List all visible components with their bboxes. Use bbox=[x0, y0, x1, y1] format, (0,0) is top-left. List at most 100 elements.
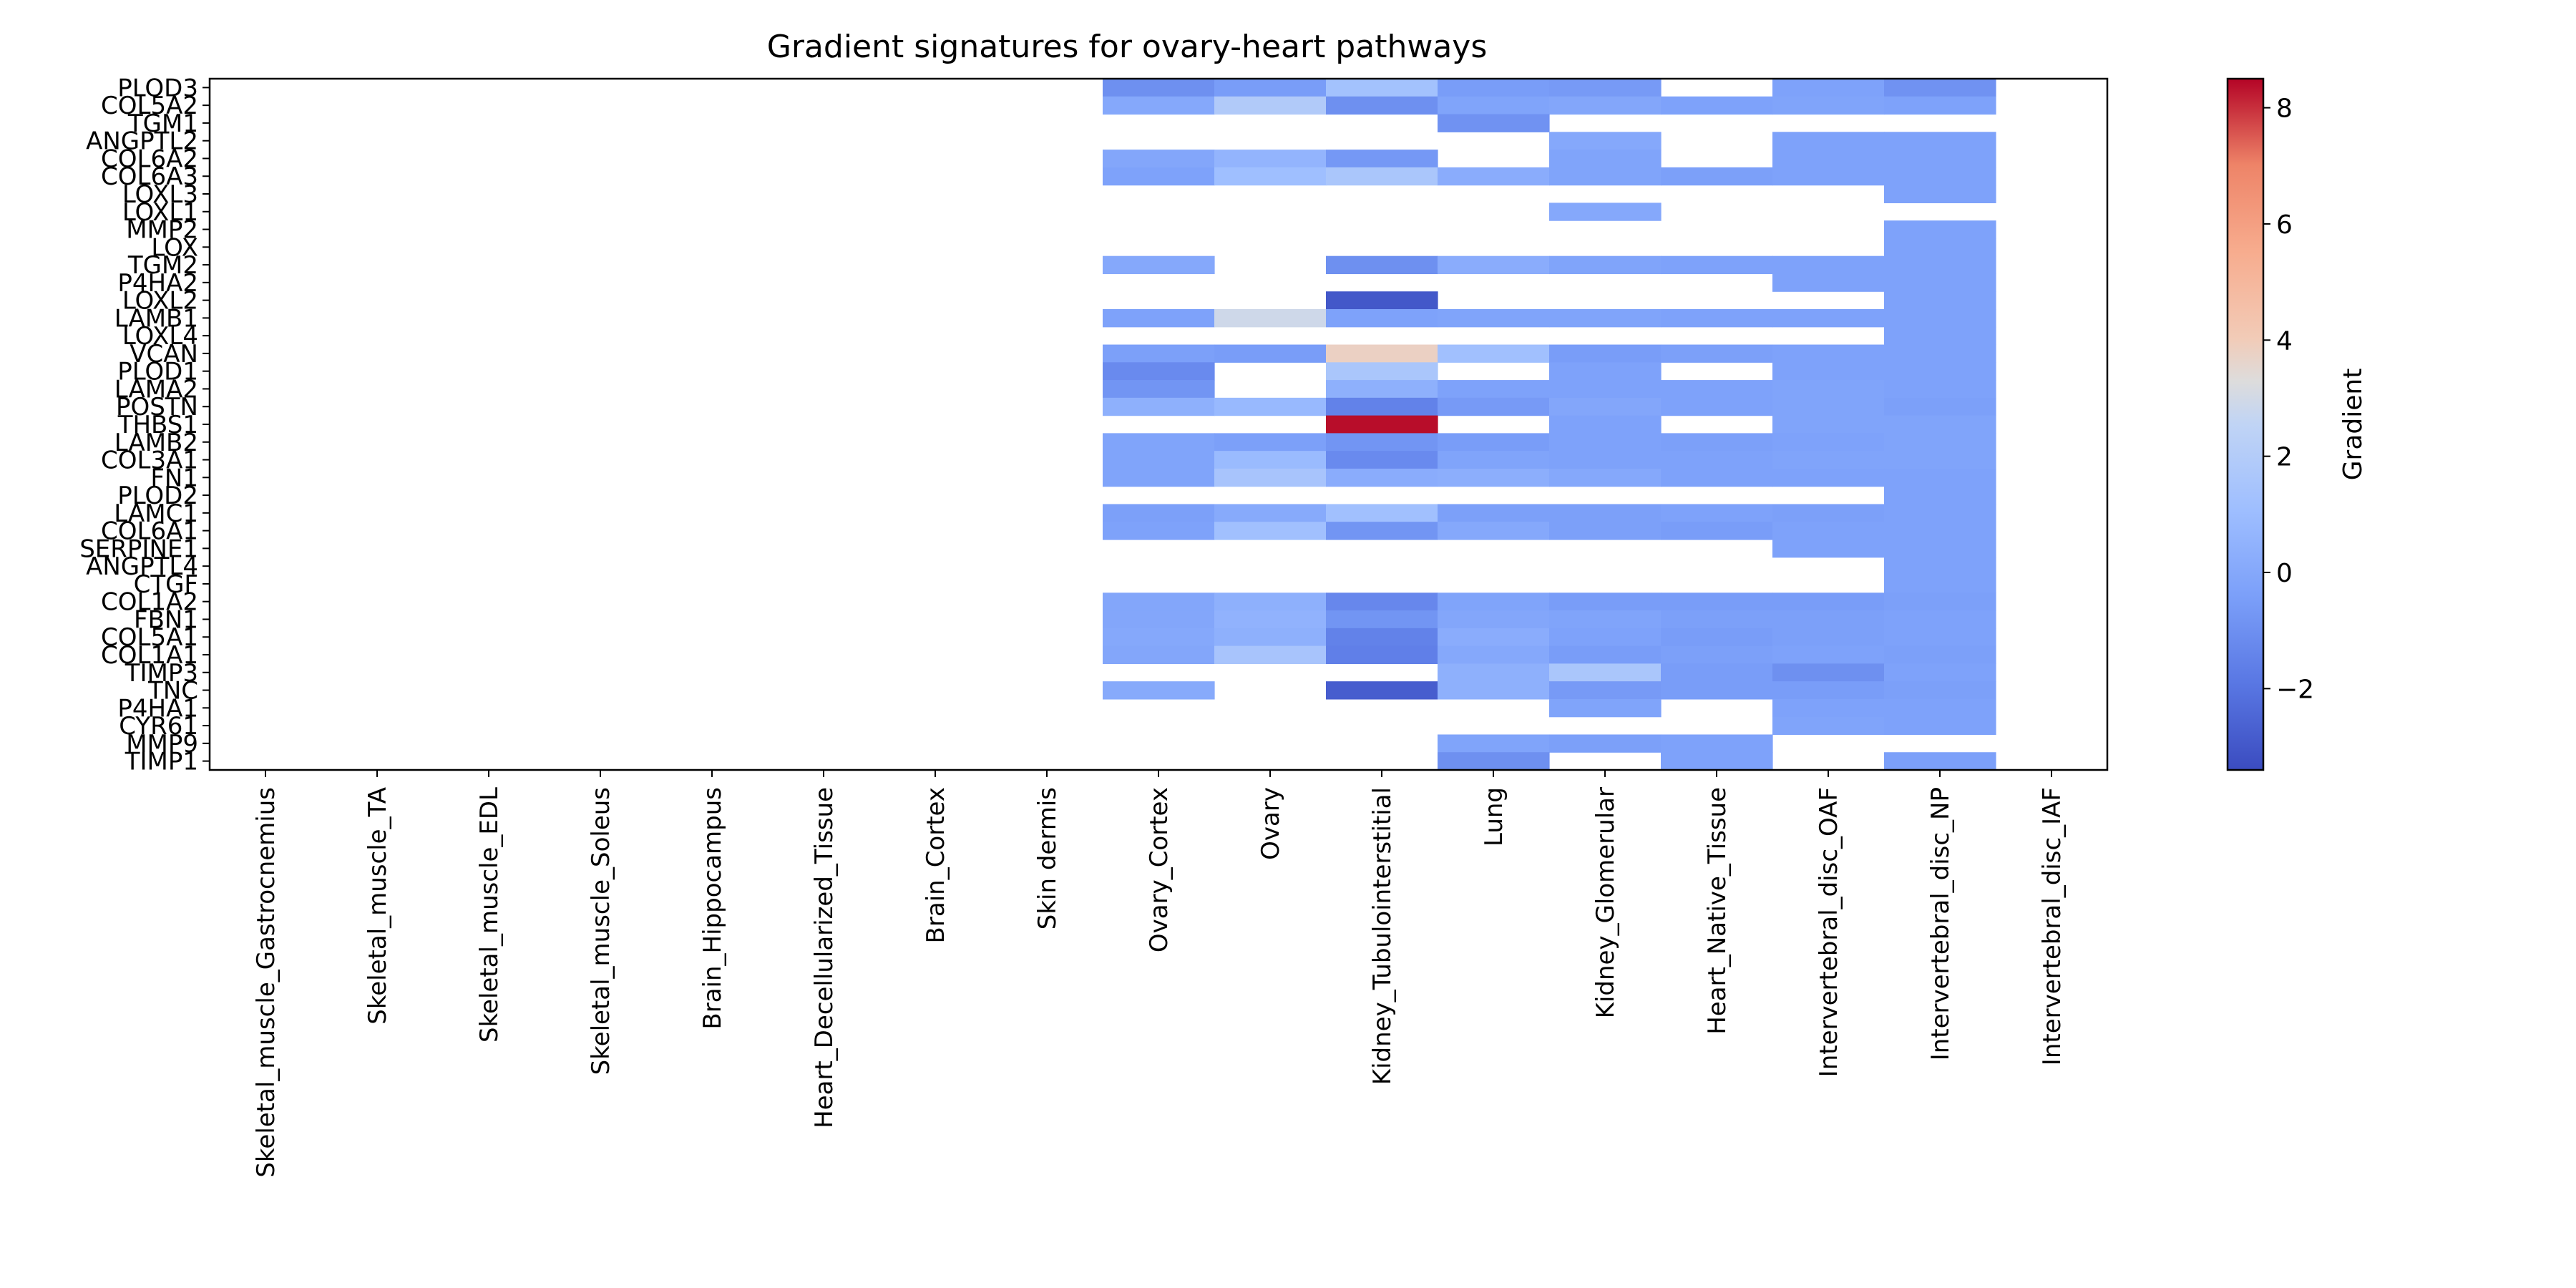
y-tick-label: ANGPTL2 bbox=[86, 127, 198, 156]
y-tick-label: TNC bbox=[147, 677, 198, 706]
heatmap-cell bbox=[1884, 681, 1996, 700]
heatmap-cell bbox=[1661, 96, 1773, 115]
x-tick-label: Kidney_Tubulointerstitial bbox=[1368, 787, 1397, 1085]
heatmap-cell bbox=[1326, 362, 1438, 381]
colorbar-ticks: −2 0 2 4 6 8 bbox=[2263, 94, 2314, 704]
heatmap-cell bbox=[1884, 451, 1996, 469]
heatmap-cell bbox=[1549, 309, 1662, 328]
y-tick-label: P4HA1 bbox=[117, 694, 198, 723]
heatmap-cell bbox=[1214, 79, 1327, 97]
heatmap-cell bbox=[1549, 344, 1662, 363]
y-tick-label: ANGPTL4 bbox=[86, 552, 198, 581]
heatmap-cell bbox=[1772, 645, 1885, 664]
heatmap-cell bbox=[1326, 96, 1438, 115]
heatmap-cell bbox=[1884, 326, 1996, 346]
heatmap-cell bbox=[1549, 663, 1662, 682]
heatmap-cell bbox=[1772, 132, 1885, 150]
heatmap-cell bbox=[1438, 167, 1550, 186]
y-tick-label: FBN1 bbox=[134, 605, 198, 634]
x-tick-label: Intervertebral_disc_NP bbox=[1926, 787, 1955, 1060]
heatmap-cell bbox=[1214, 468, 1327, 487]
heatmap-cell bbox=[1884, 255, 1996, 275]
heatmap-cell bbox=[1661, 309, 1773, 328]
heatmap-cell bbox=[1661, 734, 1773, 753]
heatmap-cell bbox=[1438, 681, 1550, 700]
y-tick-label: P4HA2 bbox=[117, 269, 198, 298]
heatmap-cell bbox=[1103, 150, 1215, 168]
y-tick-label: COL5A2 bbox=[101, 92, 198, 120]
heatmap-cell bbox=[1326, 628, 1438, 647]
y-tick-label: TIMP3 bbox=[125, 659, 198, 688]
heatmap-cell bbox=[1884, 167, 1996, 186]
heatmap-cell bbox=[1326, 150, 1438, 168]
heatmap-cell bbox=[1438, 663, 1550, 682]
heatmap-cell bbox=[1884, 79, 1996, 97]
heatmap-cell bbox=[1884, 238, 1996, 257]
heatmap-cell bbox=[1214, 592, 1327, 611]
heatmap-cell bbox=[1549, 522, 1662, 540]
x-tick-label: Skeletal_muscle_TA bbox=[364, 787, 392, 1025]
heatmap-cell bbox=[1326, 397, 1438, 416]
heatmap-cell bbox=[1326, 451, 1438, 469]
heatmap-cell bbox=[1103, 397, 1215, 416]
heatmap-cell bbox=[1549, 610, 1662, 629]
colorbar bbox=[2226, 77, 2265, 771]
heatmap-cell bbox=[1326, 468, 1438, 487]
heatmap-cell bbox=[1549, 380, 1662, 399]
colorbar-tick-label: 8 bbox=[2276, 94, 2293, 124]
y-tick-label: LAMA2 bbox=[114, 375, 198, 404]
heatmap-cell bbox=[1103, 79, 1215, 97]
heatmap-cell bbox=[1103, 255, 1215, 275]
heatmap-cell bbox=[1214, 309, 1327, 328]
heatmap-cell bbox=[1103, 451, 1215, 469]
heatmap-cell bbox=[1326, 610, 1438, 629]
heatmap-cell bbox=[1884, 752, 1996, 771]
heatmap-cell bbox=[1326, 504, 1438, 522]
heatmap-cell bbox=[1103, 344, 1215, 363]
heatmap-cell bbox=[1214, 167, 1327, 186]
y-tick-label: FN1 bbox=[150, 464, 198, 492]
heatmap-cell bbox=[1438, 344, 1550, 363]
heatmap-cell bbox=[1326, 522, 1438, 540]
y-tick-label: LAMB1 bbox=[114, 304, 198, 333]
heatmap-cell bbox=[1772, 610, 1885, 629]
heatmap-cell bbox=[1661, 451, 1773, 469]
heatmap-cell bbox=[1438, 397, 1550, 416]
heatmap-cell bbox=[1549, 433, 1662, 452]
heatmap-cell bbox=[1103, 645, 1215, 664]
y-tick-label: LAMB2 bbox=[114, 429, 198, 457]
heatmap-cell bbox=[1549, 592, 1662, 611]
heatmap-cell bbox=[1772, 255, 1885, 275]
heatmap-cell bbox=[1214, 397, 1327, 416]
heatmap-cell bbox=[1103, 610, 1215, 629]
chart-title: Gradient signatures for ovary-heart path… bbox=[767, 29, 1488, 65]
heatmap-cell bbox=[1772, 451, 1885, 469]
y-tick-label: COL6A3 bbox=[101, 162, 198, 191]
heatmap-cell bbox=[1884, 309, 1996, 328]
heatmap-cell bbox=[1661, 752, 1773, 771]
y-tick-label: LOXL1 bbox=[122, 198, 198, 227]
y-tick-label: COL1A2 bbox=[101, 588, 198, 617]
heatmap-cell bbox=[1661, 681, 1773, 700]
heatmap-cell bbox=[1772, 698, 1885, 718]
heatmap-cell bbox=[1772, 167, 1885, 186]
y-tick-label: LOX bbox=[151, 233, 198, 262]
heatmap-cell bbox=[1884, 132, 1996, 150]
x-tick-label: Ovary bbox=[1257, 787, 1285, 860]
x-tick-label: Skeletal_muscle_EDL bbox=[475, 787, 504, 1043]
heatmap-cell bbox=[1214, 504, 1327, 522]
heatmap-cell bbox=[1326, 255, 1438, 275]
y-tick-label: TGM1 bbox=[127, 109, 198, 138]
heatmap-cell bbox=[1549, 397, 1662, 416]
heatmap-cell bbox=[1438, 504, 1550, 522]
heatmap-cell bbox=[1884, 468, 1996, 487]
heatmap-cell bbox=[1772, 681, 1885, 700]
heatmap-cell bbox=[1884, 291, 1996, 310]
x-tick-label: Intervertebral_disc_IAF bbox=[2038, 787, 2067, 1065]
colorbar-label: Gradient bbox=[2338, 369, 2368, 481]
heatmap-cell bbox=[1884, 663, 1996, 682]
heatmap-cell bbox=[1772, 504, 1885, 522]
heatmap-cell bbox=[1661, 663, 1773, 682]
colorbar-tick-label: 0 bbox=[2276, 559, 2293, 588]
heatmap-cell bbox=[1103, 468, 1215, 487]
